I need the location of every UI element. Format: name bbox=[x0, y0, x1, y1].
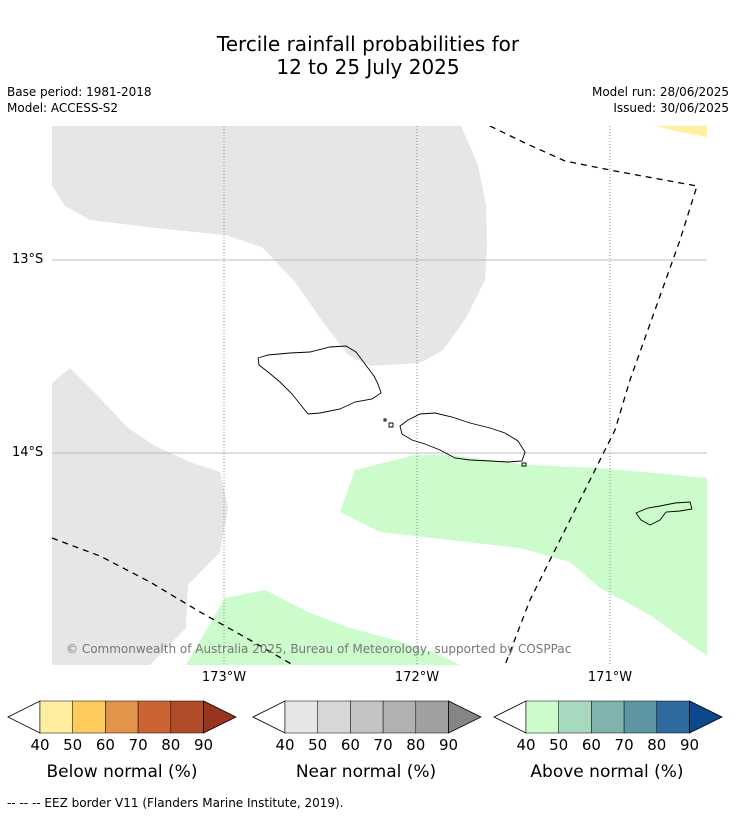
small-island-1 bbox=[383, 418, 387, 422]
model-run: Model run: 28/06/2025 bbox=[591, 85, 729, 99]
colorbar-label-near: Near normal (%) bbox=[295, 762, 437, 782]
colorbar-above-normal bbox=[493, 700, 723, 734]
colorbar-label-below: Below normal (%) bbox=[46, 762, 198, 782]
cbar-above-tick: 70 bbox=[614, 736, 634, 754]
cbar-below-tick: 50 bbox=[63, 736, 83, 754]
tutuila-island bbox=[635, 501, 693, 526]
cbar-above-tick: 40 bbox=[516, 736, 536, 754]
cbar-below-tick: 90 bbox=[193, 736, 214, 754]
eez-border-southwest bbox=[52, 537, 294, 665]
cbar-above-tick: 50 bbox=[549, 736, 569, 754]
near-normal-region-north bbox=[52, 126, 487, 366]
cbar-near-tick: 40 bbox=[275, 736, 295, 754]
lat-label-13s: 13°S bbox=[12, 252, 44, 267]
near-normal-region-southwest bbox=[52, 368, 228, 665]
cbar-near-tick: 70 bbox=[373, 736, 393, 754]
small-island-2 bbox=[388, 422, 394, 428]
small-island-3 bbox=[521, 462, 527, 467]
cbar-near-tick: 50 bbox=[308, 736, 328, 754]
cbar-near-tick: 90 bbox=[438, 736, 459, 754]
cbar-below-tick: 80 bbox=[161, 736, 181, 754]
colorbar-below-normal bbox=[7, 700, 237, 734]
colorbar-near-normal bbox=[252, 700, 482, 734]
eez-footer-note: -- -- -- EEZ border V11 (Flanders Marine… bbox=[7, 796, 344, 810]
issued-date: Issued: 30/06/2025 bbox=[613, 101, 729, 115]
cbar-above-tick: 60 bbox=[581, 736, 601, 754]
lon-label-173w: 173°W bbox=[201, 670, 247, 685]
colorbar-label-above: Above normal (%) bbox=[530, 762, 684, 782]
base-period: Base period: 1981-2018 bbox=[7, 85, 152, 99]
cbar-below-tick: 70 bbox=[128, 736, 148, 754]
cbar-below-tick: 40 bbox=[30, 736, 50, 754]
lat-label-14s: 14°S bbox=[12, 445, 44, 460]
chart-title-line1: Tercile rainfall probabilities for bbox=[216, 32, 520, 56]
above-normal-region-south bbox=[186, 590, 460, 665]
upolu-island bbox=[399, 412, 526, 463]
cbar-near-tick: 60 bbox=[340, 736, 360, 754]
lon-label-172w: 172°W bbox=[394, 670, 440, 685]
copyright-text: © Commonwealth of Australia 2025, Bureau… bbox=[66, 642, 572, 656]
eez-border-north bbox=[489, 126, 698, 665]
lon-label-171w: 171°W bbox=[587, 670, 633, 685]
cbar-below-tick: 60 bbox=[95, 736, 115, 754]
cbar-above-tick: 80 bbox=[647, 736, 667, 754]
above-normal-region-east bbox=[340, 455, 707, 656]
cbar-near-tick: 80 bbox=[406, 736, 426, 754]
below-normal-region-northeast bbox=[655, 126, 707, 137]
cbar-above-tick: 90 bbox=[679, 736, 700, 754]
chart-title-line2: 12 to 25 July 2025 bbox=[276, 55, 460, 79]
savaii-island bbox=[257, 345, 382, 415]
model-name: Model: ACCESS-S2 bbox=[7, 101, 119, 115]
